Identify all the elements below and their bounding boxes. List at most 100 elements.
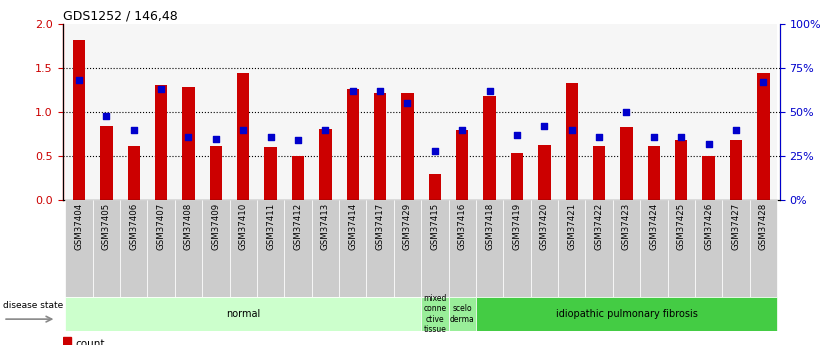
Bar xyxy=(175,24,202,200)
Point xyxy=(374,88,387,94)
Bar xyxy=(702,156,715,200)
Text: GSM37425: GSM37425 xyxy=(676,203,686,250)
Point xyxy=(73,78,86,83)
Point xyxy=(729,127,742,132)
Bar xyxy=(558,24,585,200)
Point xyxy=(565,127,579,132)
Point xyxy=(647,134,661,139)
Bar xyxy=(175,200,202,297)
Bar xyxy=(429,174,441,200)
Bar xyxy=(613,24,641,200)
Point xyxy=(237,127,250,132)
Bar xyxy=(366,200,394,297)
Text: GSM37429: GSM37429 xyxy=(403,203,412,250)
Bar xyxy=(421,200,449,297)
Bar xyxy=(312,200,339,297)
Bar xyxy=(63,337,71,345)
Bar xyxy=(750,24,777,200)
Bar xyxy=(722,200,750,297)
Bar xyxy=(257,24,284,200)
Text: GSM37406: GSM37406 xyxy=(129,203,138,250)
Bar xyxy=(558,200,585,297)
Bar xyxy=(284,200,312,297)
Text: GSM37415: GSM37415 xyxy=(430,203,440,250)
Text: GSM37408: GSM37408 xyxy=(184,203,193,250)
Point xyxy=(428,148,441,154)
Bar xyxy=(730,140,742,200)
Text: GSM37405: GSM37405 xyxy=(102,203,111,250)
Bar xyxy=(202,200,229,297)
Bar xyxy=(65,297,421,331)
Bar xyxy=(503,24,530,200)
Point xyxy=(154,87,168,92)
Bar xyxy=(449,24,476,200)
Bar xyxy=(510,152,523,200)
Bar xyxy=(667,200,695,297)
Text: GSM37422: GSM37422 xyxy=(595,203,604,250)
Bar xyxy=(237,72,249,200)
Bar xyxy=(449,200,476,297)
Text: GSM37412: GSM37412 xyxy=(294,203,303,250)
Point xyxy=(483,88,496,94)
Bar xyxy=(641,24,667,200)
Bar xyxy=(667,24,695,200)
Bar xyxy=(565,83,578,200)
Bar xyxy=(202,24,229,200)
Bar xyxy=(456,130,469,200)
Point xyxy=(346,88,359,94)
Point xyxy=(510,132,524,138)
Bar xyxy=(120,200,148,297)
Bar xyxy=(538,145,550,200)
Bar xyxy=(449,297,476,331)
Bar xyxy=(394,200,421,297)
Bar xyxy=(648,146,660,200)
Bar xyxy=(148,24,175,200)
Text: GSM37410: GSM37410 xyxy=(239,203,248,250)
Point xyxy=(264,134,277,139)
Bar xyxy=(155,85,168,200)
Point xyxy=(756,79,770,85)
Text: GSM37417: GSM37417 xyxy=(375,203,384,250)
Bar xyxy=(148,200,175,297)
Bar xyxy=(183,88,194,200)
Point xyxy=(702,141,716,147)
Text: mixed
conne
ctive
tissue: mixed conne ctive tissue xyxy=(423,294,446,334)
Bar xyxy=(476,200,503,297)
Bar xyxy=(695,200,722,297)
Point xyxy=(620,109,633,115)
Bar xyxy=(366,24,394,200)
Bar xyxy=(421,24,449,200)
Bar xyxy=(530,200,558,297)
Bar xyxy=(319,129,331,200)
Bar xyxy=(757,73,770,200)
Text: GSM37420: GSM37420 xyxy=(540,203,549,250)
Bar xyxy=(641,200,667,297)
Bar xyxy=(530,24,558,200)
Bar xyxy=(585,200,613,297)
Bar xyxy=(93,24,120,200)
Point xyxy=(209,136,223,141)
Bar xyxy=(401,93,414,200)
Text: count: count xyxy=(75,339,104,345)
Text: GSM37421: GSM37421 xyxy=(567,203,576,250)
Point xyxy=(319,127,332,132)
Text: GSM37407: GSM37407 xyxy=(157,203,166,250)
Text: GSM37411: GSM37411 xyxy=(266,203,275,250)
Bar xyxy=(339,200,366,297)
Bar xyxy=(585,24,613,200)
Bar xyxy=(593,146,605,200)
Bar xyxy=(65,200,93,297)
Bar xyxy=(93,200,120,297)
Bar xyxy=(312,24,339,200)
Text: GSM37419: GSM37419 xyxy=(512,203,521,250)
Bar xyxy=(476,24,503,200)
Bar xyxy=(65,24,93,200)
Point xyxy=(127,127,140,132)
Point xyxy=(592,134,605,139)
Text: scelo
derma: scelo derma xyxy=(450,304,475,324)
Bar xyxy=(284,24,312,200)
Bar xyxy=(675,140,687,200)
Bar xyxy=(503,200,530,297)
Text: GSM37418: GSM37418 xyxy=(485,203,494,250)
Point xyxy=(182,134,195,139)
